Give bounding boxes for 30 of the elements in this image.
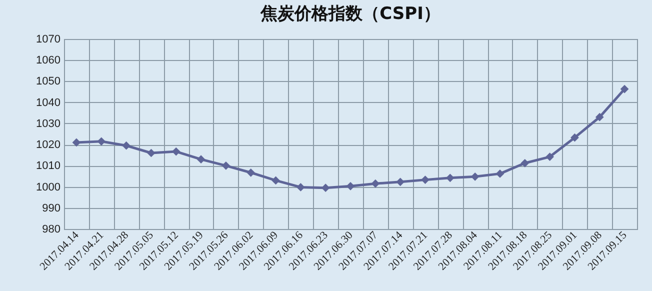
point <box>296 183 305 192</box>
point <box>97 137 106 146</box>
chart-title: 焦炭价格指数（CSPI） <box>260 4 440 24</box>
point <box>396 178 405 186</box>
point <box>546 152 554 161</box>
point <box>570 133 579 142</box>
point <box>470 172 480 181</box>
y-tick-label: 1020 <box>36 139 60 152</box>
y-tick-label: 990 <box>42 202 60 214</box>
y-tick-label: 1010 <box>36 160 60 172</box>
y-tick-label: 1070 <box>36 34 60 46</box>
point <box>147 148 156 158</box>
point <box>421 176 430 184</box>
y-tick-label: 1040 <box>36 96 60 109</box>
point <box>272 176 280 185</box>
point <box>520 158 530 168</box>
point <box>196 155 206 164</box>
y-tick-label: 1030 <box>36 118 60 130</box>
point <box>346 182 355 190</box>
y-tick-label: 980 <box>42 224 60 236</box>
point <box>122 141 130 150</box>
point <box>620 84 629 94</box>
point <box>246 168 256 177</box>
point <box>371 179 380 188</box>
point <box>222 161 230 170</box>
y-tick-label: 1050 <box>36 76 60 88</box>
point <box>496 170 504 178</box>
y-tick-label: 1000 <box>36 181 60 194</box>
y-tick-label: 1060 <box>36 54 60 67</box>
point <box>595 112 604 122</box>
